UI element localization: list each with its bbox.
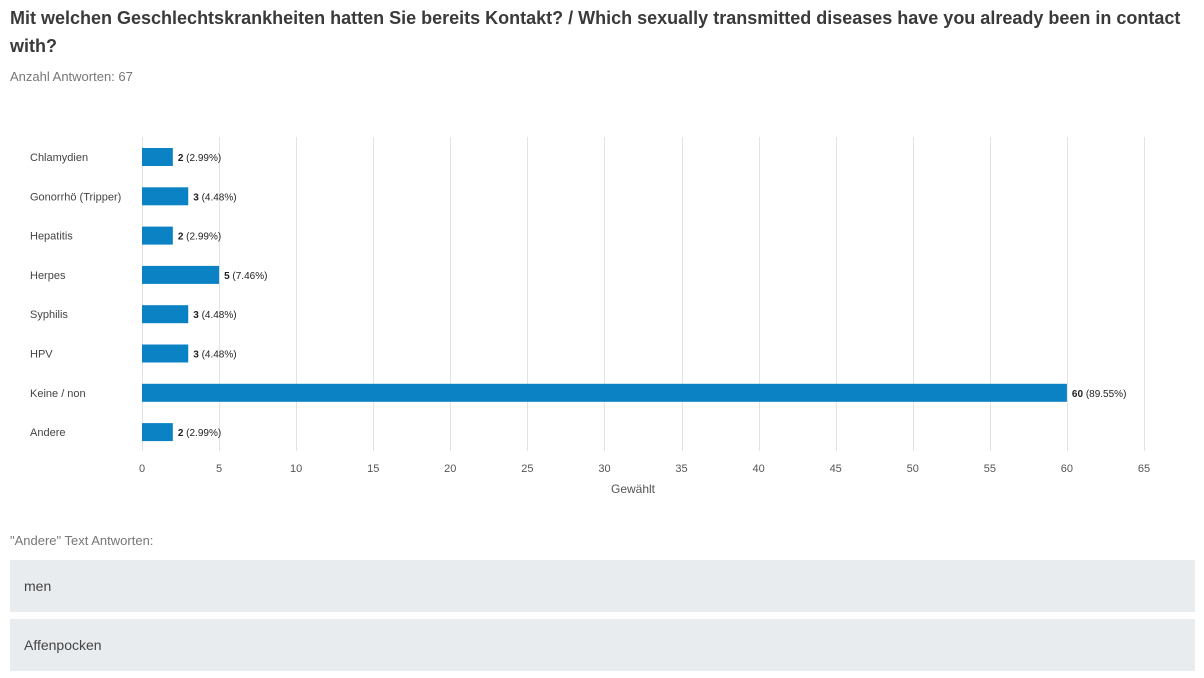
x-tick-label: 15 xyxy=(367,463,379,475)
category-label: Herpes xyxy=(30,270,66,282)
x-tick-label: 5 xyxy=(216,463,222,475)
data-label: 3 (4.48%) xyxy=(193,310,236,321)
x-tick-label: 40 xyxy=(752,463,764,475)
other-answer-item: Affenpocken xyxy=(10,619,1195,671)
x-axis-title: Gewählt xyxy=(611,482,656,496)
x-tick-label: 20 xyxy=(444,463,456,475)
data-label: 2 (2.99%) xyxy=(178,232,221,243)
bar xyxy=(142,305,189,324)
bar xyxy=(142,226,173,245)
data-label: 2 (2.99%) xyxy=(178,428,221,439)
x-tick-label: 45 xyxy=(830,463,842,475)
x-tick-label: 60 xyxy=(1061,463,1073,475)
bar xyxy=(142,265,220,284)
x-tick-label: 10 xyxy=(290,463,302,475)
data-label: 60 (89.55%) xyxy=(1072,389,1126,400)
other-answers-list: men Affenpocken xyxy=(10,560,1195,678)
data-label: 5 (7.46%) xyxy=(224,271,267,282)
category-label: Syphilis xyxy=(30,309,68,321)
x-tick-label: 0 xyxy=(139,463,145,475)
category-label: Hepatitis xyxy=(30,231,73,243)
other-answer-item: men xyxy=(10,560,1195,612)
bar xyxy=(142,148,173,166)
other-answers-label: "Andere" Text Antworten: xyxy=(10,533,154,548)
category-label: Keine / non xyxy=(30,388,86,400)
bar xyxy=(142,344,189,363)
data-label: 3 (4.48%) xyxy=(193,192,236,203)
answer-count: Anzahl Antworten: 67 xyxy=(10,69,133,84)
data-label: 2 (2.99%) xyxy=(178,153,221,164)
bar-chart: 0 5 10 15 20 25 30 35 40 45 50 55 60 65 Chlamydien 2 (2… xyxy=(30,137,1150,496)
x-tick-label: 25 xyxy=(521,463,533,475)
x-tick-label: 35 xyxy=(675,463,687,475)
x-tick-label: 30 xyxy=(598,463,610,475)
category-label: Andere xyxy=(30,427,65,439)
x-tick-label: 65 xyxy=(1138,463,1150,475)
x-tick-label: 50 xyxy=(907,463,919,475)
question-title: Mit welchen Geschlechtskrankheiten hatte… xyxy=(10,8,1181,56)
bar xyxy=(142,423,173,442)
category-label: Chlamydien xyxy=(30,152,88,164)
x-tick-label: 55 xyxy=(984,463,996,475)
category-label: Gonorrhö (Tripper) xyxy=(30,191,121,203)
bar xyxy=(142,187,189,206)
bar xyxy=(142,383,1067,402)
data-label: 3 (4.48%) xyxy=(193,350,236,361)
category-label: HPV xyxy=(30,349,53,361)
